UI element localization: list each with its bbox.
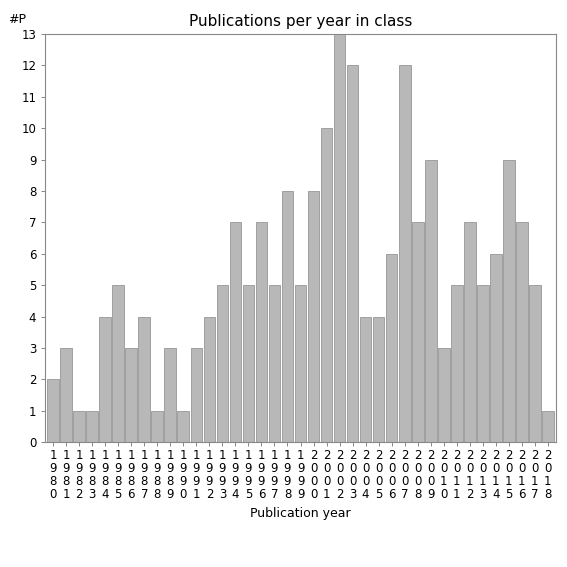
Bar [529, 285, 541, 442]
Bar [191, 348, 202, 442]
Bar [230, 222, 242, 442]
Bar [86, 411, 98, 442]
Bar [204, 316, 215, 442]
Bar [60, 348, 72, 442]
Bar [321, 128, 332, 442]
Y-axis label: #P: #P [9, 13, 26, 26]
Bar [164, 348, 176, 442]
Bar [412, 222, 424, 442]
Bar [347, 65, 358, 442]
Bar [464, 222, 476, 442]
Bar [138, 316, 150, 442]
Bar [386, 254, 397, 442]
Bar [282, 191, 293, 442]
X-axis label: Publication year: Publication year [250, 507, 351, 520]
Bar [99, 316, 111, 442]
Bar [47, 379, 59, 442]
Bar [451, 285, 463, 442]
Bar [151, 411, 163, 442]
Bar [256, 222, 267, 442]
Bar [425, 160, 437, 442]
Bar [477, 285, 489, 442]
Title: Publications per year in class: Publications per year in class [189, 14, 412, 29]
Bar [542, 411, 554, 442]
Bar [112, 285, 124, 442]
Bar [503, 160, 515, 442]
Bar [217, 285, 229, 442]
Bar [490, 254, 502, 442]
Bar [438, 348, 450, 442]
Bar [373, 316, 384, 442]
Bar [177, 411, 189, 442]
Bar [359, 316, 371, 442]
Bar [516, 222, 528, 442]
Bar [308, 191, 319, 442]
Bar [125, 348, 137, 442]
Bar [334, 34, 345, 442]
Bar [399, 65, 411, 442]
Bar [269, 285, 280, 442]
Bar [295, 285, 306, 442]
Bar [73, 411, 85, 442]
Bar [243, 285, 254, 442]
